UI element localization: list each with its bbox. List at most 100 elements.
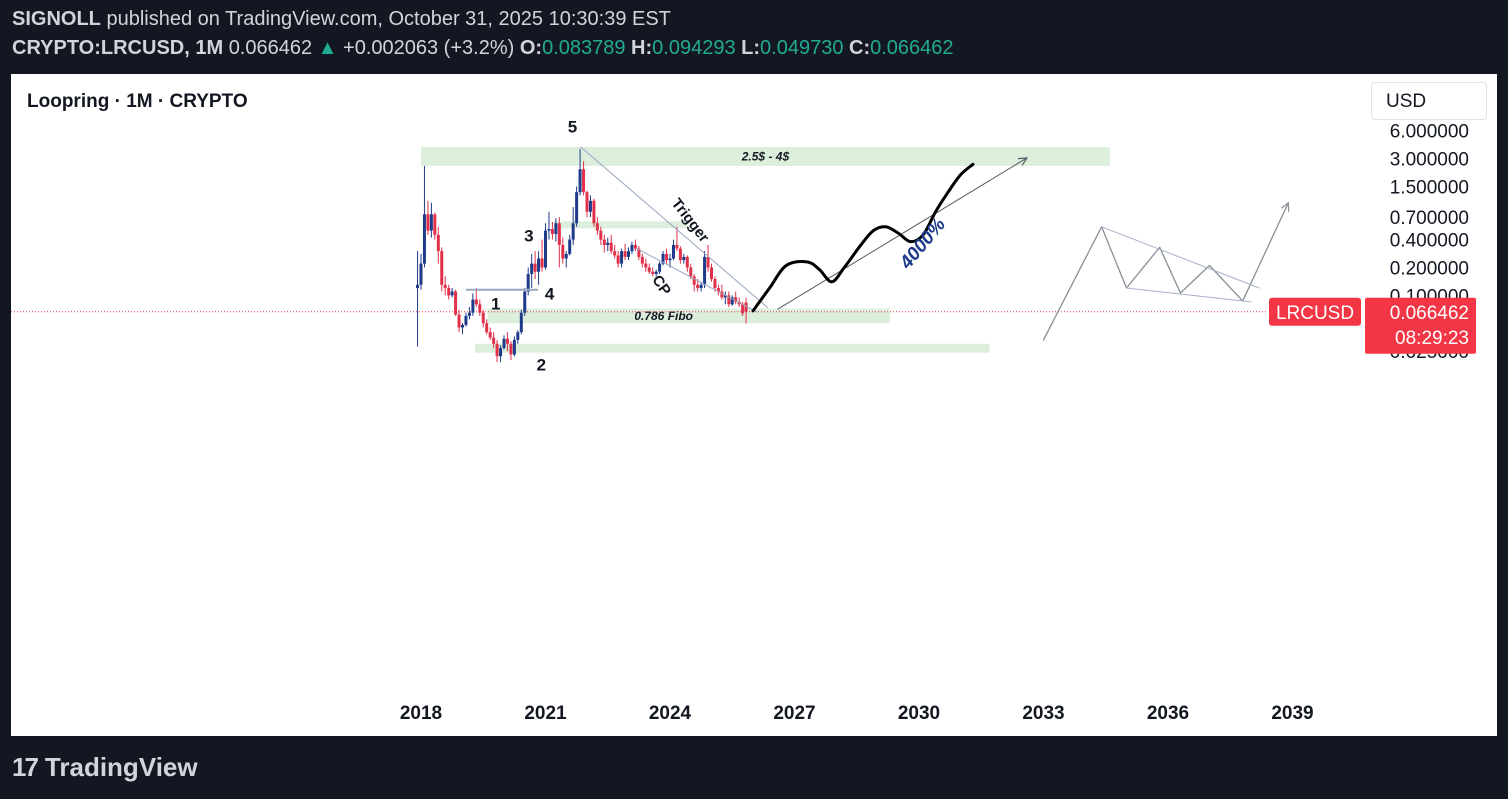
candle-body <box>499 347 503 357</box>
candle <box>502 335 506 350</box>
candle <box>523 288 527 316</box>
chart-title: Loopring · 1M · CRYPTO <box>27 91 248 112</box>
y-tick-label: 6.000000 <box>1390 122 1469 143</box>
triangle-lower <box>1126 287 1252 303</box>
candle <box>654 269 658 277</box>
candle <box>595 217 599 235</box>
price-chart[interactable]: 2.5$ - 4$ 0.786 Fibo 1 2 3 4 5 Trigger CP 4000% 6.… <box>11 74 1497 736</box>
candle-body <box>727 295 731 305</box>
zone-label-1: 0.786 Fibo <box>634 309 693 323</box>
x-tick-label: 2021 <box>524 703 567 724</box>
candle-body <box>464 315 468 325</box>
candle-body <box>651 271 655 275</box>
price-tag <box>1365 297 1476 354</box>
y-tick-label: 0.700000 <box>1390 208 1469 229</box>
candle-body <box>703 256 707 285</box>
annotation-trigger: Trigger <box>668 195 713 246</box>
publish-info: SIGNOLL published on TradingView.com, Oc… <box>12 8 671 31</box>
low-label: L: <box>741 37 761 59</box>
candle-body <box>647 267 651 272</box>
candle-body <box>519 312 523 333</box>
candle <box>644 258 648 272</box>
candle-body <box>592 200 596 224</box>
candle-body <box>678 248 682 261</box>
candle-body <box>516 332 520 340</box>
candle-body <box>706 256 710 268</box>
candle <box>668 253 672 268</box>
wave-label-1: 1 <box>491 295 500 314</box>
candle-body <box>685 256 689 268</box>
x-tick-label: 2018 <box>400 703 442 724</box>
candle-body <box>578 169 582 193</box>
x-tick-label: 2036 <box>1147 703 1189 724</box>
candle-body <box>530 263 534 275</box>
candle-body <box>447 288 451 296</box>
candle-body <box>564 253 568 259</box>
candle <box>637 246 641 261</box>
currency-button[interactable]: USD <box>1371 82 1487 120</box>
candle <box>512 336 516 357</box>
candle <box>433 212 437 240</box>
candle-body <box>471 299 475 313</box>
candle <box>706 244 710 272</box>
candle-body <box>696 284 700 289</box>
zone-label-0: 2.5$ - 4$ <box>741 149 790 163</box>
candle <box>544 223 547 270</box>
candle-body <box>623 251 627 257</box>
candle-body <box>461 324 464 328</box>
candle <box>710 263 713 282</box>
close-label: C: <box>849 37 871 59</box>
candle-body <box>730 297 734 305</box>
candle <box>661 251 665 266</box>
candle-body <box>644 263 648 268</box>
candle <box>692 274 696 292</box>
candle-body <box>620 251 624 264</box>
candle-body <box>547 229 551 231</box>
candle <box>613 244 617 259</box>
candle <box>537 251 541 285</box>
candle-body <box>575 192 579 224</box>
candle-body <box>668 258 672 261</box>
candle-body <box>568 239 572 254</box>
candle-body <box>716 288 720 292</box>
candle <box>457 309 461 333</box>
candle-body <box>720 291 724 298</box>
tradingview-logo-text: TradingView <box>44 752 198 782</box>
tradingview-logo-icon: 17 <box>12 752 39 782</box>
candle <box>561 237 565 264</box>
candle-body <box>450 291 454 296</box>
close-value: 0.066462 <box>870 37 954 59</box>
annotation-4000: 4000% <box>895 214 950 274</box>
candle-body <box>734 297 738 302</box>
chart-panel[interactable]: 2.5$ - 4$ 0.786 Fibo 1 2 3 4 5 Trigger CP 4000% 6.… <box>11 74 1497 736</box>
candle <box>568 234 572 256</box>
candle <box>647 263 651 275</box>
candle-body <box>692 276 696 285</box>
triangle-upper <box>1101 226 1260 289</box>
candle <box>575 186 579 227</box>
tradingview-logo[interactable]: 17 TradingView <box>12 752 198 783</box>
candle-body <box>457 314 461 328</box>
candle <box>443 276 447 296</box>
candle <box>592 198 596 227</box>
symbol-tag <box>1269 297 1361 326</box>
candle-body <box>443 284 447 289</box>
projection-black <box>751 162 975 313</box>
symbol-info-bar: CRYPTO:LRCUSD, 1M 0.066462 ▲ +0.002063 (… <box>12 37 954 60</box>
candle-body <box>665 253 669 261</box>
open-label: O: <box>519 37 543 59</box>
candle <box>461 323 464 335</box>
candle-body <box>606 242 610 245</box>
candle-body <box>540 258 544 268</box>
candle <box>616 251 620 268</box>
candle-body <box>689 267 693 277</box>
candle <box>578 149 582 196</box>
candle <box>620 248 624 268</box>
candle-body <box>433 214 437 235</box>
candle <box>447 284 451 300</box>
candle-body <box>658 263 662 272</box>
candle <box>651 267 655 277</box>
candle <box>554 218 558 242</box>
candle-body <box>526 274 530 292</box>
candle-body <box>481 312 485 324</box>
